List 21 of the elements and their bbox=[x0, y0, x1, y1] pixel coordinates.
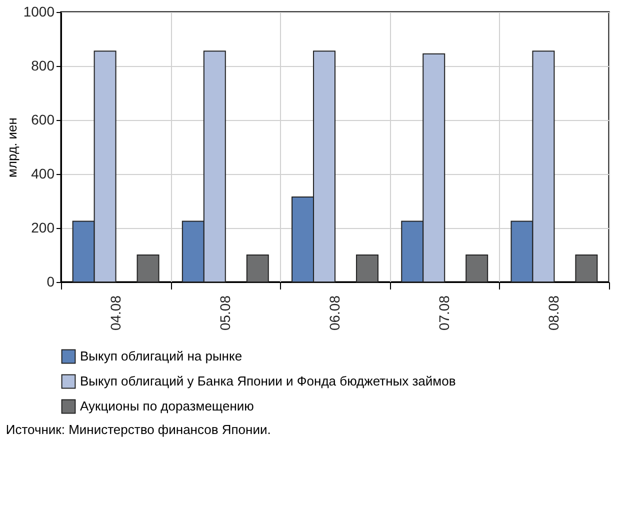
x-tick-label: 05.08 bbox=[216, 295, 233, 331]
y-tick-label: 200 bbox=[31, 220, 55, 236]
y-tick-label: 800 bbox=[31, 58, 55, 74]
y-axis-title: млрд. иен bbox=[4, 118, 20, 178]
bar bbox=[246, 254, 269, 282]
legend-label: Аукционы по доразмещению bbox=[80, 398, 254, 414]
y-tick-label: 1000 bbox=[23, 4, 55, 20]
bar bbox=[136, 254, 160, 282]
x-tick-label: 04.08 bbox=[107, 295, 124, 331]
y-tick-label: 400 bbox=[31, 166, 55, 182]
x-tick-label: 07.08 bbox=[436, 295, 452, 331]
legend-label: Выкуп облигаций на рынке bbox=[80, 348, 242, 364]
y-tick-label: 0 bbox=[46, 274, 55, 290]
y-tick-label: 600 bbox=[31, 112, 55, 128]
bar bbox=[466, 254, 488, 282]
text: Источник: Министерство финансов Японии. bbox=[6, 422, 271, 437]
legend-label: Выкуп облигаций у Банка Японии и Фонда бюджетных займов bbox=[80, 374, 456, 388]
x-tick-label: 06.08 bbox=[326, 295, 342, 331]
bar bbox=[575, 254, 598, 282]
bar bbox=[356, 254, 378, 282]
x-tick-label: 08.08 bbox=[546, 295, 562, 331]
